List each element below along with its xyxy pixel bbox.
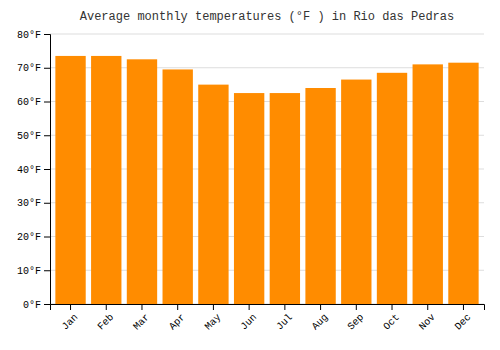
x-tick-label: Mar <box>131 312 152 333</box>
x-tick: May <box>203 304 224 332</box>
x-tick: Aug <box>310 304 331 332</box>
grid <box>50 34 484 304</box>
y-tick-label: 80°F <box>17 30 41 41</box>
x-tick-mark <box>320 304 321 310</box>
bar <box>413 64 443 304</box>
y-tick-mark <box>44 34 50 35</box>
bars <box>55 56 478 304</box>
bar <box>377 73 407 304</box>
x-tick: Sep <box>346 304 367 332</box>
bar <box>234 93 264 304</box>
y-tick-mark <box>44 270 50 271</box>
x-tick: Jul <box>274 304 295 332</box>
x-tick-label: Apr <box>167 312 188 333</box>
x-axis: Jan Feb Mar Apr May Jun Jul Aug Sep Oct Nov Dec <box>51 304 485 332</box>
y-tick-mark <box>44 304 50 305</box>
title: Average monthly temperatures (°F ) in Ri… <box>80 10 454 24</box>
x-tick-mark <box>284 304 285 310</box>
x-tick-label: Feb <box>96 312 117 333</box>
bar <box>448 63 478 304</box>
x-tick: Dec <box>453 304 474 332</box>
y-axis: 0°F 10°F 20°F 30°F 40°F 50°F 60°F 70°F 80°F <box>17 30 51 311</box>
x-tick-mark <box>392 304 393 310</box>
y-tick-label: 20°F <box>17 232 41 243</box>
x-tick-label: Aug <box>310 312 331 333</box>
y-tick: 80°F <box>17 30 50 41</box>
y-tick: 60°F <box>17 97 50 108</box>
y-tick-mark <box>44 169 50 170</box>
y-tick-label: 30°F <box>17 198 41 209</box>
x-tick: Apr <box>167 304 188 332</box>
x-tick-label: Nov <box>417 312 438 333</box>
y-tick: 20°F <box>17 232 50 243</box>
x-tick-label: Jul <box>274 312 295 333</box>
y-tick-label: 60°F <box>17 97 41 108</box>
x-tick-mark <box>463 304 464 310</box>
plot: 0°F 10°F 20°F 30°F 40°F 50°F 60°F 70°F 80°F Jan Fe… <box>17 30 485 333</box>
bar <box>127 59 157 304</box>
x-tick: Mar <box>131 304 152 332</box>
x-tick-mark <box>427 304 428 310</box>
x-tick-label: Jan <box>60 312 81 333</box>
y-tick-label: 40°F <box>17 165 41 176</box>
x-tick: Jun <box>239 304 260 332</box>
x-axis-line <box>51 305 485 311</box>
x-tick-mark <box>249 304 250 310</box>
y-tick-label: 10°F <box>17 266 41 277</box>
y-tick-mark <box>44 237 50 238</box>
x-tick: Oct <box>381 304 402 332</box>
bar <box>55 56 85 304</box>
x-tick-label: Dec <box>453 312 474 333</box>
y-tick-mark <box>44 102 50 103</box>
y-tick-label: 70°F <box>17 63 41 74</box>
y-axis-line <box>44 35 51 305</box>
x-tick: Jan <box>60 304 81 332</box>
bar <box>270 93 300 304</box>
y-tick: 10°F <box>17 266 50 277</box>
bar <box>341 80 371 304</box>
y-tick: 50°F <box>17 131 50 142</box>
x-tick-mark <box>141 304 142 310</box>
bar <box>91 56 121 304</box>
y-tick: 70°F <box>17 63 50 74</box>
x-tick-mark <box>177 304 178 310</box>
y-tick-mark <box>44 203 50 204</box>
x-tick-label: Oct <box>381 312 402 333</box>
bar <box>163 69 193 304</box>
x-tick-mark <box>106 304 107 310</box>
x-tick-mark <box>70 304 71 310</box>
y-tick-mark <box>44 135 50 136</box>
y-tick-mark <box>44 68 50 69</box>
y-tick-label: 0°F <box>23 300 41 311</box>
y-tick: 0°F <box>23 300 50 311</box>
x-tick: Nov <box>417 304 438 332</box>
x-tick-label: Jun <box>239 312 260 333</box>
chart-svg: 0°F 10°F 20°F 30°F 40°F 50°F 60°F 70°F 80°F Jan Fe… <box>0 0 500 350</box>
y-tick: 40°F <box>17 165 50 176</box>
x-tick: Feb <box>96 304 117 332</box>
x-tick-mark <box>356 304 357 310</box>
grid-line <box>50 34 484 35</box>
chart-container: 0°F 10°F 20°F 30°F 40°F 50°F 60°F 70°F 80°F Jan Fe… <box>0 0 500 350</box>
y-tick: 30°F <box>17 198 50 209</box>
x-tick-label: Sep <box>346 312 367 333</box>
bar <box>305 88 335 304</box>
bar <box>198 85 228 304</box>
y-tick-label: 50°F <box>17 131 41 142</box>
x-tick-mark <box>213 304 214 310</box>
x-tick-label: May <box>203 312 224 333</box>
